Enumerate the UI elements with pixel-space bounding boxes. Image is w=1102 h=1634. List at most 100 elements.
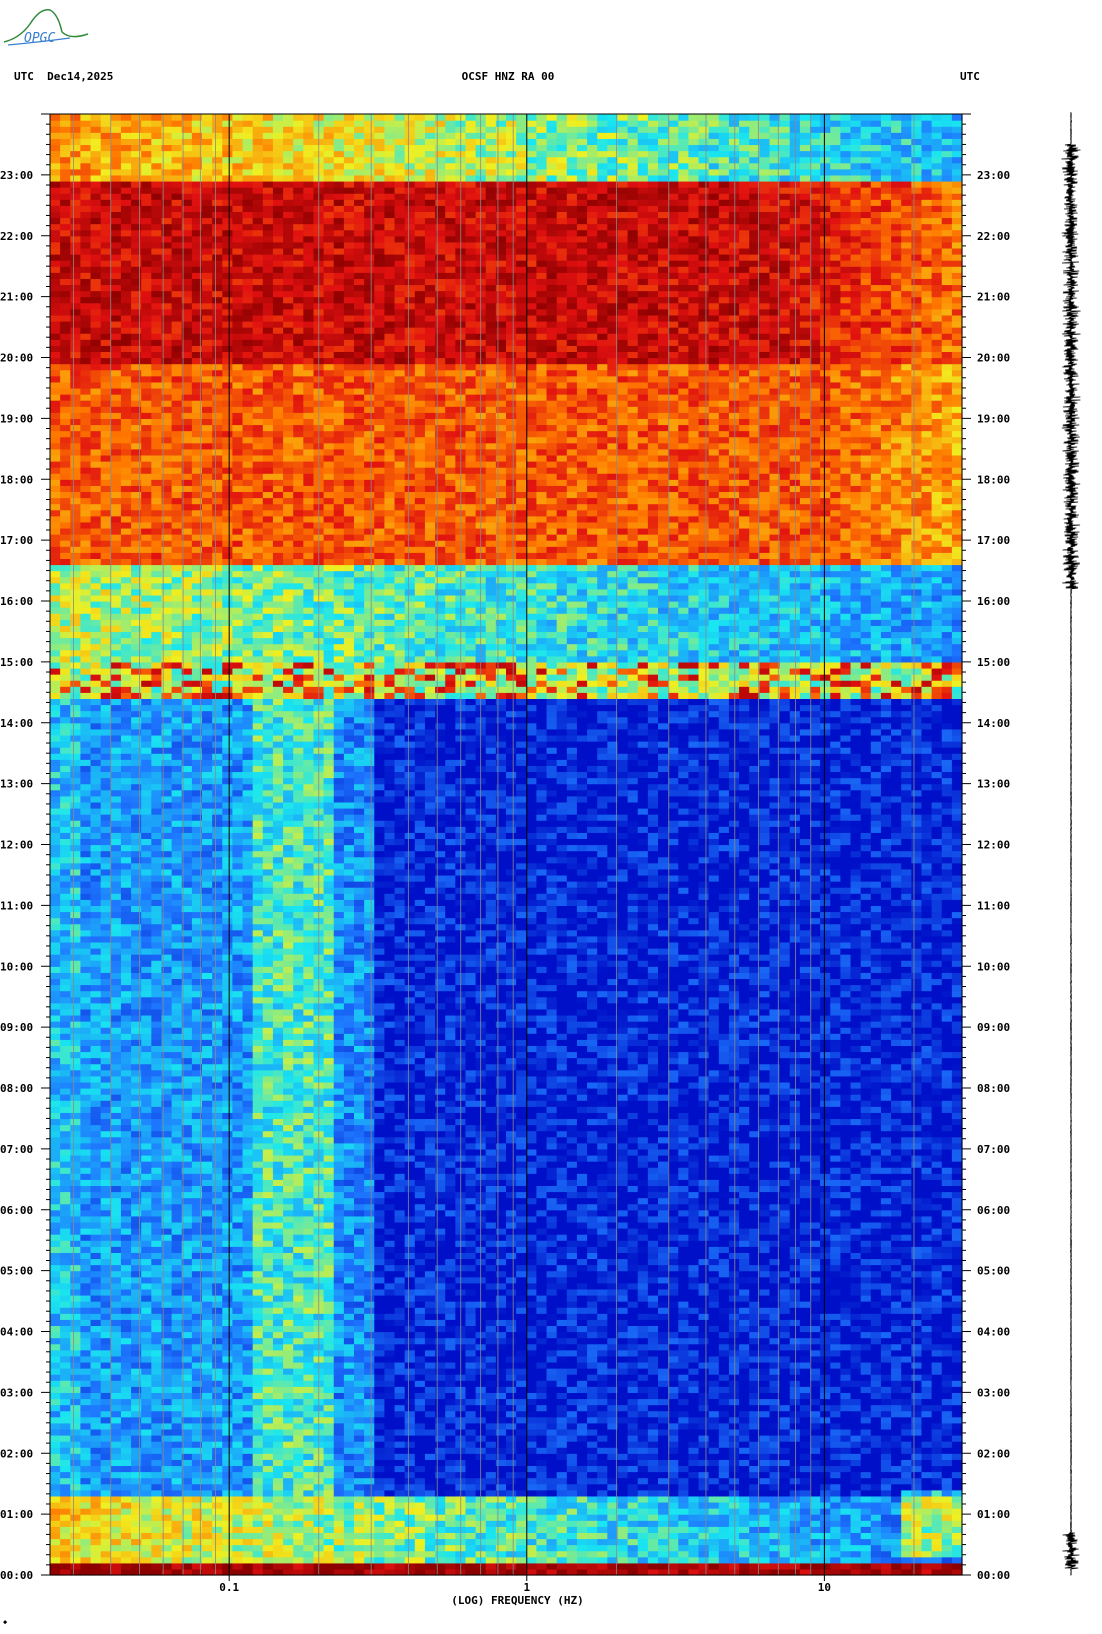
- heat-cell: [141, 1258, 152, 1266]
- heat-cell: [191, 1428, 203, 1436]
- heat-cell: [161, 1331, 173, 1339]
- heat-cell: [840, 1477, 852, 1485]
- heat-cell: [131, 1349, 142, 1357]
- heat-cell: [303, 1526, 315, 1533]
- heat-cell: [566, 1319, 578, 1327]
- heat-cell: [272, 1562, 284, 1570]
- heat-cell: [587, 1386, 598, 1393]
- heat-cell: [526, 1294, 537, 1302]
- heat-cell: [587, 1434, 598, 1442]
- heat-cell: [212, 1428, 223, 1436]
- heat-cell: [374, 1532, 385, 1540]
- heat-cell: [414, 1428, 426, 1436]
- heat-cell: [435, 1264, 446, 1272]
- heat-cell: [911, 1398, 923, 1406]
- heat-cell: [404, 1349, 416, 1357]
- heat-cell: [343, 1398, 355, 1406]
- heat-cell: [293, 1325, 304, 1333]
- heat-cell: [708, 1282, 720, 1290]
- heat-cell: [658, 1489, 669, 1497]
- heat-cell: [901, 1270, 912, 1278]
- heat-cell: [688, 1483, 700, 1491]
- heat-cell: [222, 1544, 233, 1552]
- heat-cell: [810, 1294, 821, 1302]
- heat-cell: [151, 1538, 163, 1546]
- heat-cell: [100, 1532, 112, 1540]
- heat-cell: [566, 1508, 578, 1515]
- heat-cell: [141, 1538, 152, 1546]
- heat-cell: [394, 1416, 406, 1424]
- heat-cell: [607, 1380, 619, 1387]
- heat-cell: [465, 1410, 477, 1418]
- heat-cell: [668, 1294, 679, 1302]
- heat-cell: [70, 1495, 81, 1503]
- heat-cell: [181, 1508, 193, 1515]
- heat-cell: [597, 1550, 608, 1558]
- heat-cell: [151, 1410, 163, 1418]
- heat-cell: [516, 1288, 527, 1296]
- heat-cell: [647, 1349, 659, 1357]
- heat-cell: [911, 1526, 923, 1533]
- heat-cell: [506, 1270, 517, 1278]
- heat-cell: [911, 1495, 923, 1503]
- heat-cell: [495, 1514, 507, 1521]
- heat-cell: [354, 1550, 365, 1558]
- heat-cell: [262, 1270, 274, 1278]
- heat-cell: [120, 1532, 132, 1540]
- heat-cell: [181, 1301, 193, 1308]
- heat-cell: [951, 1313, 963, 1320]
- heat-cell: [445, 1453, 456, 1460]
- heat-cell: [536, 1568, 548, 1576]
- heat-cell: [587, 1313, 598, 1320]
- heat-cell: [739, 1252, 750, 1260]
- heat-cell: [161, 1501, 173, 1509]
- heat-cell: [607, 1434, 619, 1442]
- heat-cell: [242, 1246, 254, 1253]
- heat-cell: [283, 1434, 294, 1442]
- heat-cell: [131, 1434, 142, 1442]
- heat-cell: [435, 1374, 446, 1381]
- heat-cell: [242, 1501, 254, 1509]
- heat-cell: [506, 1428, 517, 1436]
- heat-cell: [191, 1489, 203, 1497]
- heat-cell: [840, 1495, 852, 1503]
- heat-cell: [293, 1453, 304, 1460]
- heat-cell: [931, 1520, 943, 1527]
- heat-cell: [779, 1508, 791, 1515]
- heat-cell: [485, 1240, 497, 1247]
- heat-cell: [354, 1495, 365, 1503]
- heat-cell: [293, 1501, 304, 1509]
- heat-cell: [779, 1404, 791, 1412]
- heat-cell: [394, 1301, 406, 1308]
- heat-cell: [424, 1410, 436, 1418]
- heat-cell: [566, 1331, 578, 1339]
- heat-cell: [131, 1562, 142, 1570]
- heat-cell: [60, 1441, 71, 1448]
- heat-cell: [343, 1355, 355, 1363]
- heat-cell: [911, 1453, 923, 1460]
- heat-cell: [445, 1264, 456, 1272]
- heat-cell: [202, 1337, 213, 1345]
- heat-cell: [90, 1501, 102, 1509]
- heat-cell: [840, 1410, 852, 1418]
- heat-cell: [120, 1568, 132, 1576]
- heat-cell: [566, 1422, 578, 1430]
- heat-cell: [293, 1258, 304, 1266]
- heat-cell: [495, 1459, 507, 1467]
- heat-cell: [637, 1331, 649, 1339]
- heat-cell: [597, 1337, 608, 1345]
- heat-cell: [698, 1282, 710, 1290]
- heat-cell: [60, 1495, 71, 1503]
- heat-cell: [668, 1319, 679, 1327]
- heat-cell: [131, 1532, 142, 1540]
- heat-cell: [90, 1361, 102, 1369]
- heat-cell: [435, 1410, 446, 1418]
- heat-cell: [110, 1258, 122, 1266]
- heat-cell: [70, 1288, 81, 1296]
- heat-cell: [718, 1361, 730, 1369]
- heat-cell: [181, 1453, 193, 1460]
- heat-cell: [658, 1514, 669, 1521]
- heat-cell: [50, 1294, 61, 1302]
- heat-cell: [678, 1441, 689, 1448]
- heat-cell: [749, 1459, 760, 1467]
